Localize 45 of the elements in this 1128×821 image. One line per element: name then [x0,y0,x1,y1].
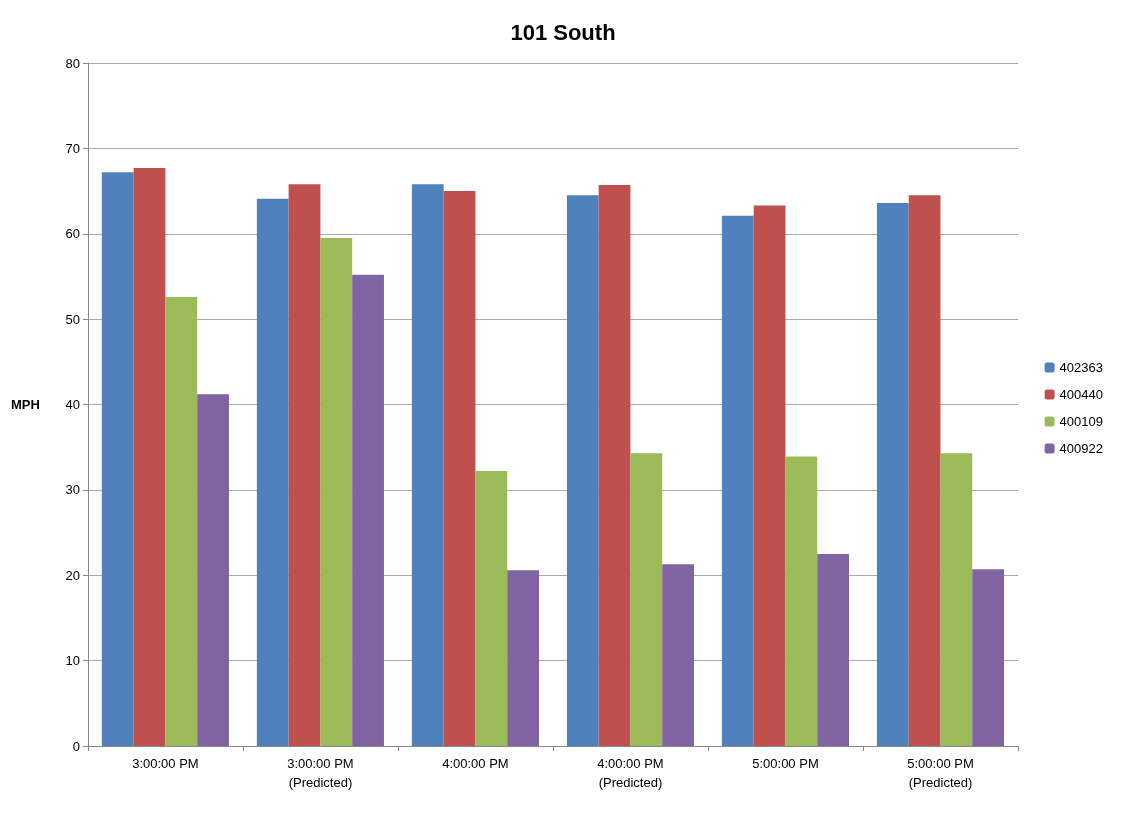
x-tick-label: 5:00:00 PM [752,756,819,771]
bar [817,553,850,746]
x-tick-label: 3:00:00 PM (Predicted) [287,756,354,790]
bar [288,184,321,746]
y-tick-label: 70 [65,140,80,156]
bar [972,569,1005,746]
bar [197,394,229,746]
bar [662,564,695,746]
y-tick-label: 80 [65,55,80,71]
legend-label: 400922 [1059,441,1104,456]
bar [753,205,786,746]
bar [598,185,631,746]
x-tick-label: 3:00:00 PM [132,756,199,771]
bar [411,184,444,746]
y-tick-label: 0 [72,738,80,754]
x-tick-label: 5:00:00 PM (Predicted) [907,756,974,790]
bar [908,195,941,746]
y-tick-label: 40 [65,397,80,412]
legend-label: 400440 [1059,387,1104,402]
bar [352,274,384,746]
y-tick-label: 30 [65,482,80,498]
bar [443,191,476,746]
chart-title: 101 South [510,19,616,45]
bar [785,456,818,746]
x-tick-label: 4:00:00 PM (Predicted) [597,756,664,790]
legend-label: 402363 [1059,360,1104,375]
x-tick-label: 4:00:00 PM [442,756,509,771]
bar [566,195,599,746]
bar [165,296,198,746]
y-axis-title: MPH [11,397,40,412]
bar [256,198,289,746]
legend-label: 400109 [1059,414,1104,429]
y-tick-label: 10 [65,653,80,669]
bar [940,453,973,746]
bar [101,172,134,746]
bar [475,471,508,746]
bar [133,168,166,746]
bar [630,453,663,746]
y-tick-label: 20 [65,567,80,583]
y-tick-label: 60 [65,226,80,242]
bar [876,203,909,746]
bar [507,570,539,746]
bar [320,238,353,746]
bar [721,215,754,746]
y-tick-label: 50 [65,311,80,327]
